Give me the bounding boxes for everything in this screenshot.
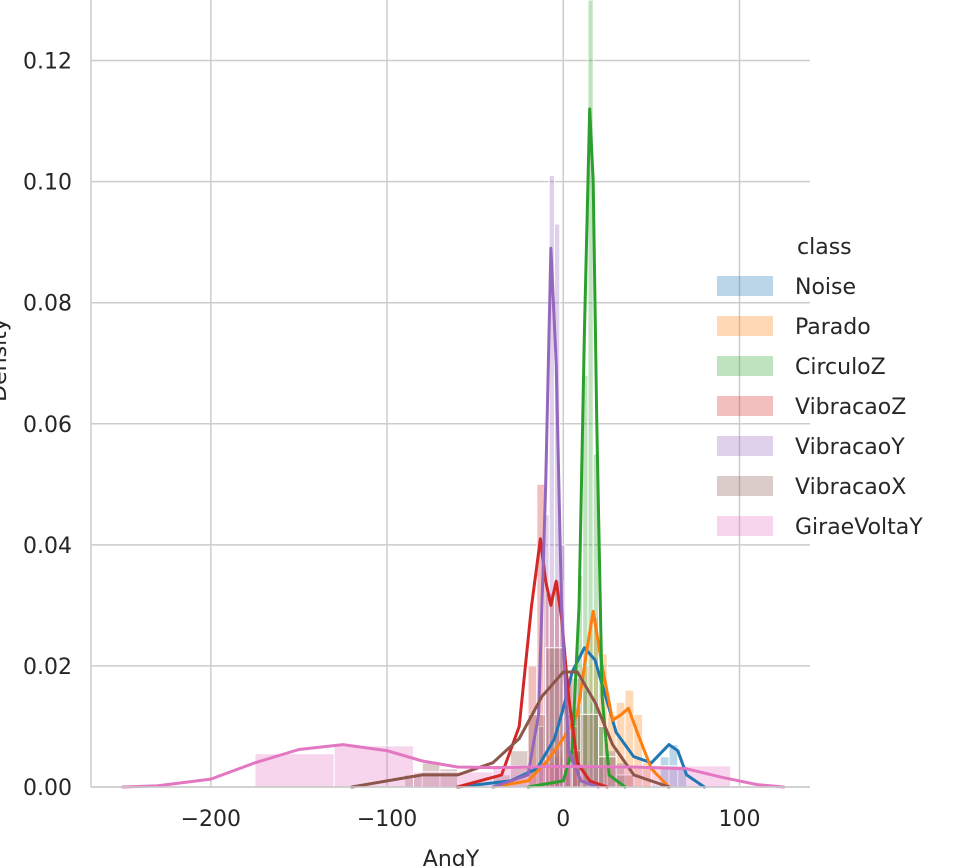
histogram-bars-layer [254,0,732,788]
legend-label-circuloz: CirculoZ [795,355,886,380]
histogram-bar-giraevoltay [333,745,414,788]
legend-label-vibracaoy: VibracaoY [795,435,905,460]
y-tick-label: 0.02 [23,655,72,680]
kde-line-vibracaox [350,670,671,789]
legend-swatch-vibracaox [717,476,773,496]
legend-swatch-vibracaoy [717,436,773,456]
x-tick-label: −100 [357,807,417,832]
legend-swatch-vibracaoz [717,396,773,416]
legend-label-giraevoltay: GiraeVoltaY [795,515,923,540]
x-axis-label: AngY [423,847,480,866]
y-tick-label: 0.08 [23,292,72,317]
y-tick-label: 0.12 [23,50,72,75]
kde-line-vibracaoz [456,537,609,789]
legend-swatch-circuloz [717,356,773,376]
x-tick-label: 100 [719,807,761,832]
x-tick-label: −200 [181,807,241,832]
legend-title: class [797,235,852,260]
legend-label-vibracaoz: VibracaoZ [795,395,906,420]
legend: class Noise Parado CirculoZ VibracaoZ Vibrac… [717,235,923,540]
axes-layer [90,0,810,788]
legend-swatch-giraevoltay [717,516,773,536]
grid-layer [91,0,810,788]
legend-label-parado: Parado [795,315,871,340]
legend-swatch-noise [717,276,773,296]
tick-labels-layer: −200 −100 0 100 0.00 0.02 0.04 0.06 0.08 0.10 0.12 [23,50,760,832]
legend-label-noise: Noise [795,275,856,300]
y-tick-label: 0.06 [23,413,72,438]
y-axis-label: Density [0,318,12,402]
kde-curves-layer [121,107,786,789]
x-tick-label: 0 [556,807,570,832]
kde-line-giraevoltay [121,743,786,789]
y-tick-label: 0.04 [23,534,72,559]
legend-label-vibracaox: VibracaoX [795,475,906,500]
y-tick-label: 0.00 [23,776,72,801]
legend-swatch-parado [717,316,773,336]
kde-line-parado [491,609,671,789]
y-tick-label: 0.10 [23,171,72,196]
